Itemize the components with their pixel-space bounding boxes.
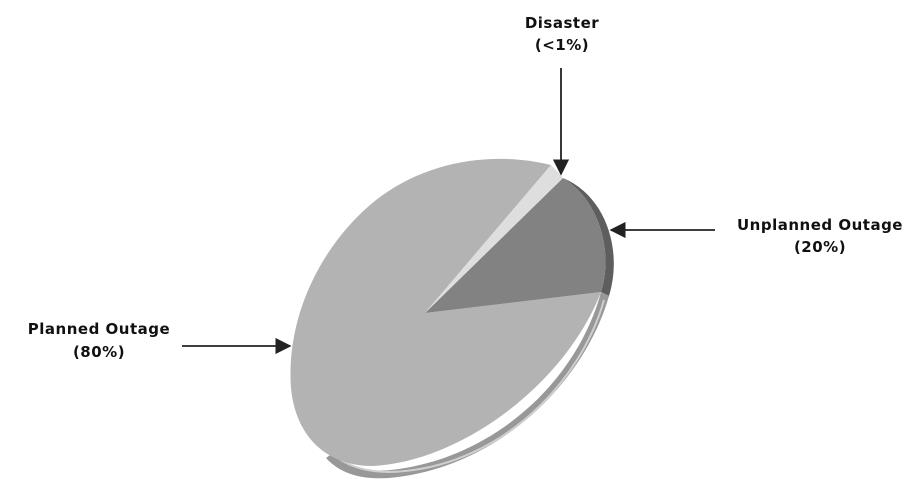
disaster-percent-label: (<1%) xyxy=(535,36,589,54)
planned-outage-slice xyxy=(290,158,601,466)
unplanned-outage-label: Unplanned Outage xyxy=(737,216,903,234)
slice-labels: Disaster (<1%) Unplanned Outage (20%) Pl… xyxy=(28,14,903,361)
callout-arrows xyxy=(182,68,715,355)
unplanned-outage-percent-label: (20%) xyxy=(794,238,846,256)
pie-bottom-edge xyxy=(333,299,605,473)
pie-body xyxy=(290,158,614,479)
planned-outage-slice-side xyxy=(326,292,609,479)
unplanned-outage-slice-side xyxy=(563,178,614,296)
disaster-label: Disaster xyxy=(525,14,599,32)
unplanned-outage-slice xyxy=(425,178,606,313)
planned-outage-label: Planned Outage xyxy=(28,320,170,338)
disaster-slice xyxy=(425,165,563,313)
planned-outage-percent-label: (80%) xyxy=(73,343,125,361)
